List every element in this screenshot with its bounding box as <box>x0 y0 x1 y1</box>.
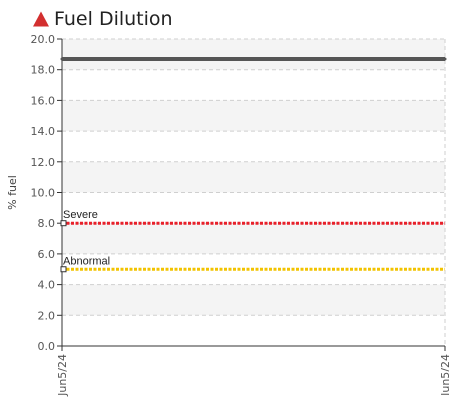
plot-band <box>62 39 445 70</box>
series-point <box>443 57 447 61</box>
x-tick-label: Jun5/24 <box>439 354 449 397</box>
series-point <box>60 57 64 61</box>
warning-triangle-shape <box>33 11 49 27</box>
y-tick-label: 18.0 <box>31 64 56 77</box>
threshold-label-abnormal: Abnormal <box>63 255 110 267</box>
warning-triangle-icon <box>33 11 49 27</box>
y-tick-label: 16.0 <box>31 94 56 107</box>
y-tick-label: 6.0 <box>38 248 56 261</box>
threshold-label-severe: Severe <box>63 209 98 221</box>
threshold-marker <box>60 220 67 227</box>
y-tick-label: 4.0 <box>38 279 56 292</box>
chart-title: Fuel Dilution <box>54 8 173 30</box>
plot-band <box>62 284 445 316</box>
plot-band <box>62 100 445 132</box>
y-tick-label: 12.0 <box>31 156 56 169</box>
y-axis-ticks: 0.0 2.0 4.0 6.0 8.0 10.0 12.0 14.0 16.0 18.0 20.0 <box>31 33 62 353</box>
y-tick-label: 10.0 <box>31 187 56 200</box>
threshold-marker <box>60 266 67 273</box>
y-axis-label: % fuel <box>6 175 19 210</box>
y-tick-label: 0.0 <box>38 340 56 353</box>
plot-bands <box>62 39 445 316</box>
plot-band <box>62 161 445 193</box>
y-tick-label: 14.0 <box>31 125 56 138</box>
y-tick-label: 2.0 <box>38 309 56 322</box>
y-tick-label: 8.0 <box>38 217 56 230</box>
plot-band <box>62 223 445 254</box>
y-tick-label: 20.0 <box>31 33 56 46</box>
data-series <box>60 56 447 61</box>
x-axis-ticks: Jun5/24 Jun5/24 <box>56 346 449 397</box>
threshold-lines: Severe Abnormal <box>60 209 445 273</box>
chart-header: Fuel Dilution <box>32 6 173 32</box>
x-tick-label: Jun5/24 <box>56 354 69 397</box>
